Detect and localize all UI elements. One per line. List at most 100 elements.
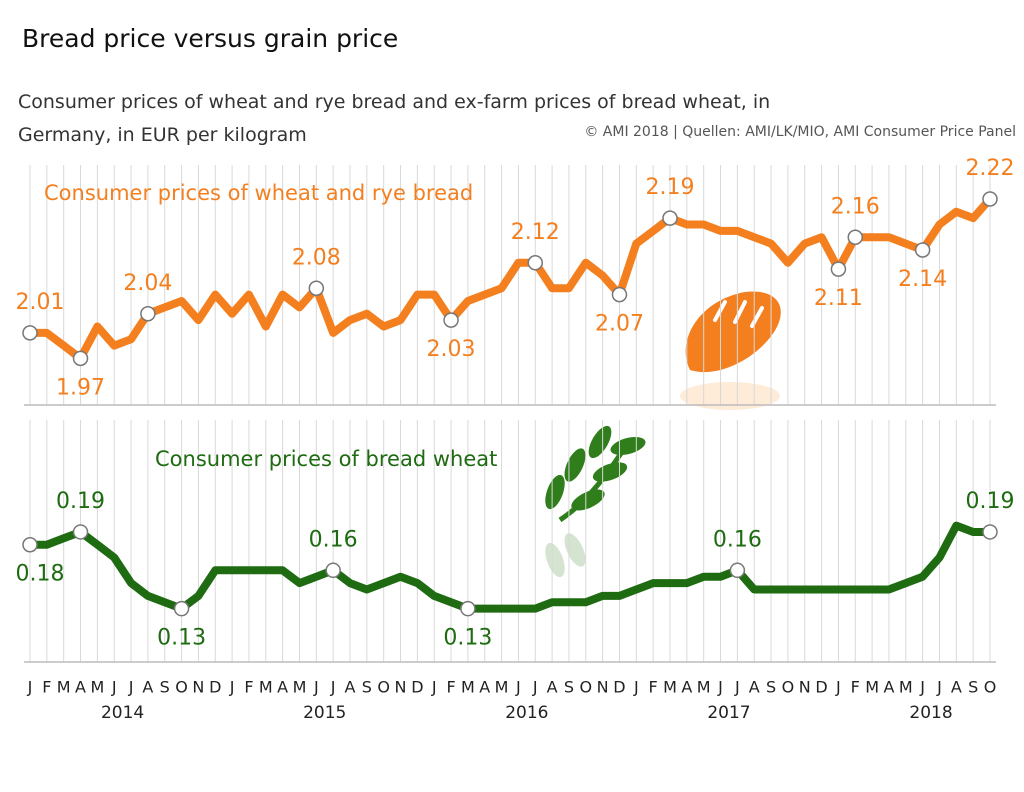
data-point: [527, 255, 544, 271]
x-tick-label: J: [919, 678, 925, 697]
x-tick-label: O: [782, 678, 795, 697]
x-tick-label: O: [579, 678, 592, 697]
x-tick-label: D: [411, 678, 423, 697]
x-tick-label: A: [479, 678, 490, 697]
data-point: [662, 210, 678, 226]
x-tick-label: A: [142, 678, 153, 697]
chart-title: Bread price versus grain price: [22, 24, 399, 53]
data-label: 2.03: [427, 337, 476, 362]
x-tick-label: A: [681, 678, 692, 697]
x-tick-label: J: [313, 678, 319, 697]
x-tick-label: A: [883, 678, 894, 697]
data-label: 0.19: [56, 489, 105, 514]
data-point: [22, 536, 38, 553]
x-tick-label: S: [362, 678, 372, 697]
year-label: 2016: [505, 703, 548, 723]
x-tick-label: M: [259, 678, 273, 697]
data-label: 2.08: [292, 245, 341, 270]
data-point: [982, 191, 998, 207]
x-tick-label: J: [734, 678, 740, 697]
data-label: 0.19: [966, 489, 1015, 514]
x-tick-label: M: [697, 678, 711, 697]
x-tick-label: J: [27, 678, 33, 697]
x-tick-label: N: [597, 678, 609, 697]
data-label: 2.11: [814, 286, 863, 311]
x-tick-label: D: [613, 678, 625, 697]
year-label: 2014: [101, 703, 144, 723]
x-tick-label: J: [532, 678, 538, 697]
data-point: [140, 306, 156, 322]
x-tick-label: J: [936, 678, 942, 697]
x-tick-label: O: [984, 678, 997, 697]
x-tick-label: M: [899, 678, 913, 697]
x-tick-label: A: [951, 678, 962, 697]
data-label: 2.07: [595, 312, 644, 337]
x-tick-label: M: [90, 678, 104, 697]
x-tick-label: J: [111, 678, 117, 697]
x-tick-label: F: [851, 678, 860, 697]
data-point: [611, 286, 628, 303]
x-tick-label: J: [835, 678, 841, 697]
data-label: 0.18: [16, 562, 65, 587]
x-tick-label: A: [749, 678, 760, 697]
data-point: [72, 350, 89, 367]
data-label: 1.97: [56, 375, 105, 400]
data-point: [325, 562, 341, 579]
chart-subtitle: Consumer prices of wheat and rye bread a…: [18, 91, 771, 146]
data-point: [308, 280, 325, 296]
data-label: 0.13: [157, 626, 206, 651]
x-tick-label: D: [815, 678, 827, 697]
bread-icon: [680, 291, 781, 410]
x-tick-label: N: [395, 678, 407, 697]
data-label: 2.14: [898, 267, 947, 292]
x-tick-label: A: [547, 678, 558, 697]
x-tick-label: N: [192, 678, 204, 697]
x-tick-label: S: [564, 678, 574, 697]
data-point: [443, 312, 459, 328]
year-label: 2017: [707, 703, 750, 723]
x-tick-label: A: [345, 678, 356, 697]
x-tick-label: M: [495, 678, 509, 697]
x-tick-label: F: [244, 678, 253, 697]
data-label: 2.16: [831, 194, 880, 219]
data-point: [22, 325, 38, 341]
x-tick-label: F: [42, 678, 51, 697]
data-point: [729, 562, 746, 579]
data-label: 2.01: [16, 290, 65, 315]
data-label: 2.19: [646, 175, 695, 200]
data-point: [982, 524, 998, 540]
data-point: [173, 600, 190, 617]
source-note: © AMI 2018 | Quellen: AMI/LK/MIO, AMI Co…: [584, 124, 1016, 140]
x-tick-label: F: [649, 678, 658, 697]
data-point: [847, 229, 864, 245]
series-label: Consumer prices of wheat and rye bread: [44, 181, 473, 205]
x-tick-label: J: [330, 678, 336, 697]
x-tick-label: D: [209, 678, 221, 697]
x-tick-label: S: [160, 678, 170, 697]
data-point: [72, 524, 89, 540]
data-label: 0.16: [713, 527, 762, 552]
data-label: 2.12: [511, 220, 560, 245]
series-label: Consumer prices of bread wheat: [155, 447, 497, 471]
x-tick-label: J: [229, 678, 235, 697]
data-label: 0.16: [309, 527, 358, 552]
data-label: 0.13: [443, 626, 492, 651]
x-tick-label: A: [277, 678, 288, 697]
series-line: [26, 195, 994, 363]
x-tick-label: O: [175, 678, 188, 697]
data-label: 2.04: [123, 271, 172, 296]
year-label: 2015: [303, 703, 346, 723]
x-tick-label: M: [663, 678, 677, 697]
x-tick-label: M: [293, 678, 307, 697]
x-tick-label: J: [431, 678, 437, 697]
year-label: 2018: [909, 703, 952, 723]
x-tick-label: N: [799, 678, 811, 697]
x-tick-label: O: [377, 678, 390, 697]
x-tick-label: J: [717, 678, 723, 697]
series-line: [26, 521, 994, 613]
x-tick-label: M: [865, 678, 879, 697]
x-tick-label: M: [57, 678, 71, 697]
x-tick-label: J: [128, 678, 134, 697]
wheat-icon: [545, 425, 646, 578]
